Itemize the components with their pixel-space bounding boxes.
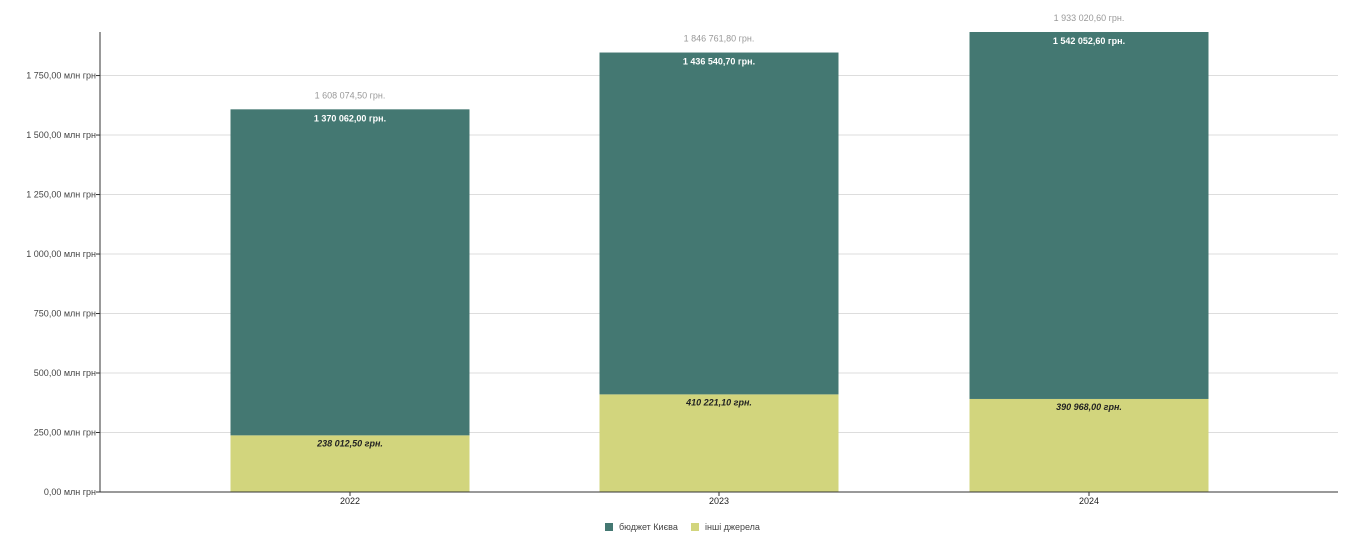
y-tick-label: 1 000,00 млн грн [26, 249, 96, 259]
data-labels: 1 370 062,00 грн. 238 012,50 грн. 1 608 07… [314, 13, 1125, 448]
data-label-biudzhet-kyieva: 1 542 052,60 грн. [1053, 36, 1125, 46]
legend-label: бюджет Києва [619, 522, 678, 532]
legend-swatch [691, 523, 699, 531]
data-label-inshi-dzherela: 390 968,00 грн. [1056, 402, 1122, 412]
y-axis-tick-labels: 0,00 млн грн 250,00 млн грн 500,00 млн грн… [26, 71, 96, 497]
y-tick-label: 250,00 млн грн [34, 428, 96, 438]
data-label-inshi-dzherela: 238 012,50 грн. [316, 438, 383, 448]
data-label-total: 1 846 761,80 грн. [684, 34, 755, 44]
y-tick-label: 750,00 млн грн [34, 309, 96, 319]
data-label-total: 1 933 020,60 грн. [1054, 13, 1125, 23]
bars [230, 32, 1209, 492]
y-tick-label: 1 250,00 млн грн [26, 190, 96, 200]
data-label-biudzhet-kyieva: 1 436 540,70 грн. [683, 57, 755, 67]
bar-segment-inshi-dzherela [230, 435, 470, 492]
data-label-total: 1 608 074,50 грн. [315, 90, 386, 100]
x-tick-label: 2024 [1079, 496, 1099, 506]
y-tick-label: 500,00 млн грн [34, 368, 96, 378]
y-tick-label: 1 500,00 млн грн [26, 130, 96, 140]
axes [96, 32, 1338, 496]
y-tick-label: 1 750,00 млн грн [26, 71, 96, 81]
data-label-biudzhet-kyieva: 1 370 062,00 грн. [314, 113, 386, 123]
legend-swatch [605, 523, 613, 531]
bar-segment-biudzhet-kyieva [230, 109, 470, 436]
legend-label: інші джерела [705, 522, 760, 532]
x-axis-tick-labels: 2022 2023 2024 [340, 496, 1099, 506]
x-tick-label: 2023 [709, 496, 729, 506]
bar-segment-biudzhet-kyieva [969, 32, 1209, 399]
bar-segment-inshi-dzherela [969, 398, 1209, 492]
data-label-inshi-dzherela: 410 221,10 грн. [685, 397, 752, 407]
bar-segment-biudzhet-kyieva [599, 52, 839, 395]
y-tick-label: 0,00 млн грн [44, 487, 96, 497]
legend: бюджет Києва інші джерела [605, 522, 760, 532]
bar-segment-inshi-dzherela [599, 394, 839, 492]
x-tick-label: 2022 [340, 496, 360, 506]
